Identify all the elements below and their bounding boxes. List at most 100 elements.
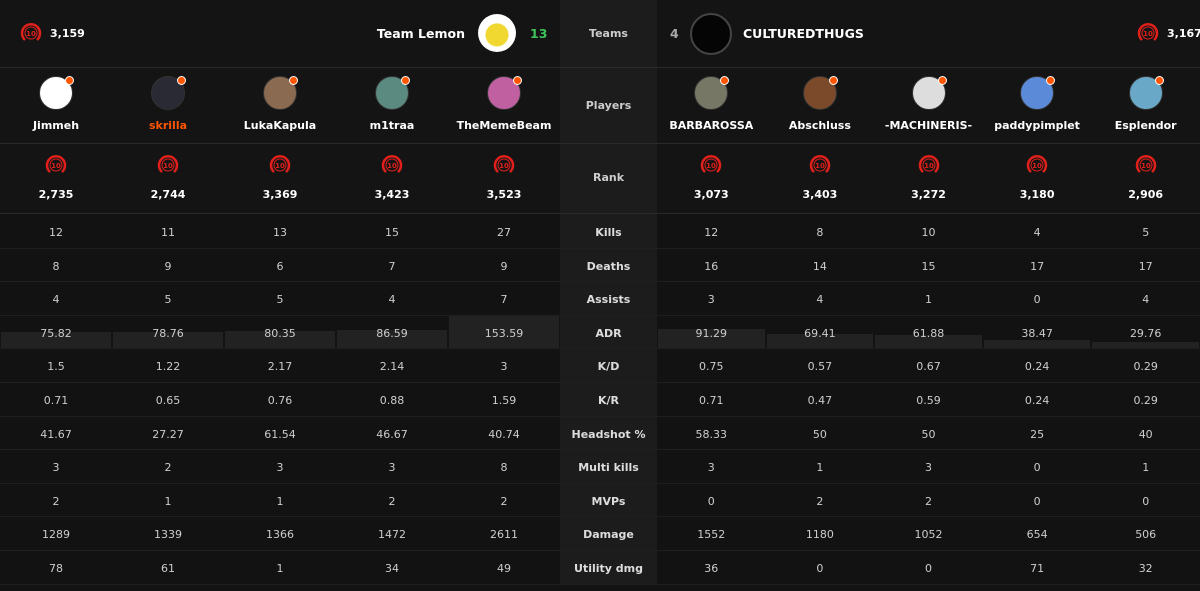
team1-name: Team Lemon bbox=[376, 26, 465, 41]
badge-ring bbox=[701, 155, 722, 173]
stat-value: 86.59 bbox=[376, 326, 408, 340]
stat-value: 41.67 bbox=[40, 427, 72, 441]
stat-value: 61.54 bbox=[264, 427, 296, 441]
stat-value: 91.29 bbox=[695, 326, 728, 340]
adr-bar bbox=[766, 333, 874, 349]
stat-value: 153.59 bbox=[484, 326, 524, 340]
stat-value: 7 bbox=[500, 293, 508, 307]
level-text: 10 bbox=[26, 30, 36, 38]
level-badge: 10 bbox=[45, 155, 67, 173]
stat-label: Multi kills bbox=[578, 461, 639, 475]
level-text: 10 bbox=[924, 162, 934, 170]
player-name[interactable]: skrilla bbox=[148, 119, 188, 132]
stat-value: 2 bbox=[388, 494, 396, 508]
player-name[interactable]: TheMemeBeam bbox=[456, 119, 552, 132]
stat-value: 80.35 bbox=[264, 326, 296, 340]
stat-value: 61.88 bbox=[912, 326, 945, 340]
stat-value: 1552 bbox=[697, 528, 726, 542]
stat-value: 17 bbox=[1030, 259, 1045, 273]
level-badge: 10 bbox=[1135, 155, 1156, 173]
team2-elo: 3,167 bbox=[1167, 27, 1200, 40]
stat-value: 1 bbox=[1142, 461, 1150, 475]
level-badge: 10 bbox=[157, 155, 179, 173]
player-name[interactable]: -MACHINERIS- bbox=[884, 119, 973, 132]
team2-score: 4 bbox=[670, 26, 679, 41]
adr-bar bbox=[658, 329, 765, 349]
stat-value: 0.47 bbox=[807, 394, 833, 407]
stat-value: 654 bbox=[1026, 528, 1048, 542]
level-text: 10 bbox=[51, 162, 61, 170]
level-text: 10 bbox=[499, 162, 509, 170]
player-name[interactable]: Jimmeh bbox=[32, 119, 80, 132]
badge-inner bbox=[273, 158, 287, 172]
badge-ring bbox=[1137, 23, 1159, 41]
player-name[interactable]: LukaKapula bbox=[243, 119, 317, 132]
stat-value: 0 bbox=[1033, 461, 1041, 475]
badge-ring bbox=[1135, 155, 1156, 173]
teams-label: Teams bbox=[589, 27, 628, 40]
stat-value: 61 bbox=[161, 562, 175, 575]
level-badge: 10 bbox=[493, 155, 515, 173]
badge-inner bbox=[161, 158, 175, 172]
stat-value: 0 bbox=[1033, 494, 1041, 508]
player-elo: 3,272 bbox=[911, 188, 946, 201]
stat-value: 2.17 bbox=[267, 360, 293, 374]
badge-inner bbox=[704, 158, 718, 172]
player-elo: 2,906 bbox=[1128, 188, 1164, 201]
adr-bar bbox=[337, 330, 447, 349]
stat-value: 2 bbox=[500, 494, 508, 508]
level-text: 10 bbox=[275, 162, 285, 170]
stat-label: K/R bbox=[597, 394, 619, 407]
badge-ring bbox=[381, 155, 403, 173]
adr-bar bbox=[449, 315, 559, 349]
stat-value: 15 bbox=[921, 259, 936, 273]
adr-bar bbox=[225, 331, 335, 349]
adr-bar bbox=[113, 331, 223, 349]
stat-value: 1 bbox=[164, 494, 172, 508]
avatar-dot bbox=[401, 76, 410, 85]
stat-value: 1289 bbox=[42, 528, 70, 542]
stat-value: 4 bbox=[1142, 293, 1150, 307]
mid-column bbox=[560, 0, 657, 585]
stat-value: 0.75 bbox=[699, 360, 724, 374]
player-name[interactable]: Esplendor bbox=[1114, 119, 1177, 132]
stat-value: 506 bbox=[1135, 528, 1157, 542]
adr-bar bbox=[983, 340, 1091, 349]
stat-value: 0.88 bbox=[379, 394, 405, 407]
stat-value: 0.24 bbox=[1024, 394, 1050, 407]
team1-elo: 3,159 bbox=[50, 27, 85, 40]
badge-ring bbox=[809, 155, 831, 173]
avatar-dot bbox=[513, 76, 522, 85]
avatar-dot bbox=[177, 76, 186, 85]
stat-value: 0 bbox=[924, 562, 932, 575]
stat-value: 1 bbox=[276, 494, 284, 508]
badge-inner bbox=[497, 158, 511, 172]
stat-label: Kills bbox=[595, 226, 622, 239]
stat-value: 1.59 bbox=[491, 394, 517, 407]
stat-value: 27.27 bbox=[152, 427, 184, 441]
stat-value: 12 bbox=[704, 226, 719, 239]
stat-value: 3 bbox=[52, 461, 60, 475]
stat-row-divider bbox=[0, 482, 1200, 484]
stat-value: 1 bbox=[816, 461, 824, 475]
stat-value: 1052 bbox=[914, 528, 943, 542]
stat-row-divider bbox=[0, 516, 1200, 518]
stat-value: 0 bbox=[1033, 293, 1041, 307]
stat-value: 1366 bbox=[266, 528, 294, 542]
stat-value: 0.29 bbox=[1133, 360, 1158, 374]
player-name[interactable]: BARBAROSSA bbox=[669, 119, 754, 132]
stat-value: 50 bbox=[921, 427, 936, 441]
stat-value: 14 bbox=[812, 259, 827, 273]
player-name[interactable]: Abschluss bbox=[788, 119, 851, 132]
row-divider bbox=[0, 67, 1200, 68]
stat-label: Deaths bbox=[586, 259, 631, 273]
stat-value: 0.57 bbox=[807, 360, 833, 374]
level-badge: 10 bbox=[701, 155, 722, 173]
stat-label: Headshot % bbox=[571, 427, 646, 441]
badge-inner bbox=[24, 26, 38, 40]
player-name[interactable]: paddypimplet bbox=[994, 119, 1080, 132]
level-text: 10 bbox=[1141, 162, 1151, 170]
badge-ring bbox=[45, 155, 67, 173]
player-name[interactable]: m1traa bbox=[369, 119, 415, 132]
